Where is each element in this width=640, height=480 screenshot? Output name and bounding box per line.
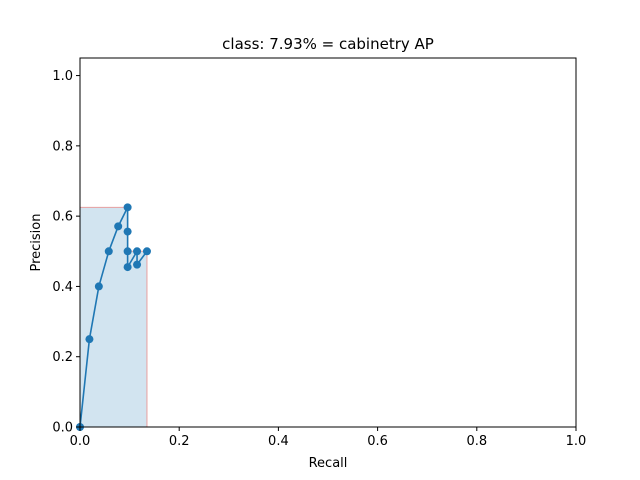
- y-tick-label: 0.6: [52, 210, 73, 225]
- plot-frame: [79, 57, 577, 428]
- y-tick-label: 1.0: [52, 69, 73, 84]
- y-tick-layer: 0.0 0.2 0.4 0.6 0.8 1.0: [52, 69, 80, 436]
- chart-title: class: 7.93% = cabinetry AP: [222, 35, 434, 53]
- x-tick-label: 0.6: [367, 434, 388, 449]
- pr-point: [85, 335, 94, 344]
- y-axis-label: Precision: [29, 213, 44, 271]
- pr-point: [94, 282, 103, 291]
- pr-point: [123, 263, 132, 272]
- x-tick-label: 1.0: [566, 434, 587, 449]
- y-tick-label: 0.2: [52, 350, 73, 365]
- x-tick-label: 0.8: [466, 434, 487, 449]
- pr-point: [123, 203, 132, 212]
- pr-point: [114, 222, 123, 231]
- pr-point: [123, 227, 132, 236]
- y-tick-label: 0.0: [52, 421, 73, 436]
- pr-point: [104, 247, 113, 256]
- pr-point: [133, 260, 142, 269]
- pr-marker-layer: [76, 203, 151, 431]
- x-axis-label: Recall: [309, 456, 348, 471]
- pr-point: [123, 247, 132, 256]
- x-tick-label: 0.2: [169, 434, 190, 449]
- x-tick-layer: 0.0 0.2 0.4 0.6 0.8 1.0: [70, 427, 587, 449]
- pr-point: [133, 247, 142, 256]
- y-tick-label: 0.4: [52, 280, 73, 295]
- x-tick-label: 0.4: [268, 434, 289, 449]
- y-tick-label: 0.8: [52, 139, 73, 154]
- pr-point: [142, 247, 151, 256]
- x-tick-label: 0.0: [70, 434, 91, 449]
